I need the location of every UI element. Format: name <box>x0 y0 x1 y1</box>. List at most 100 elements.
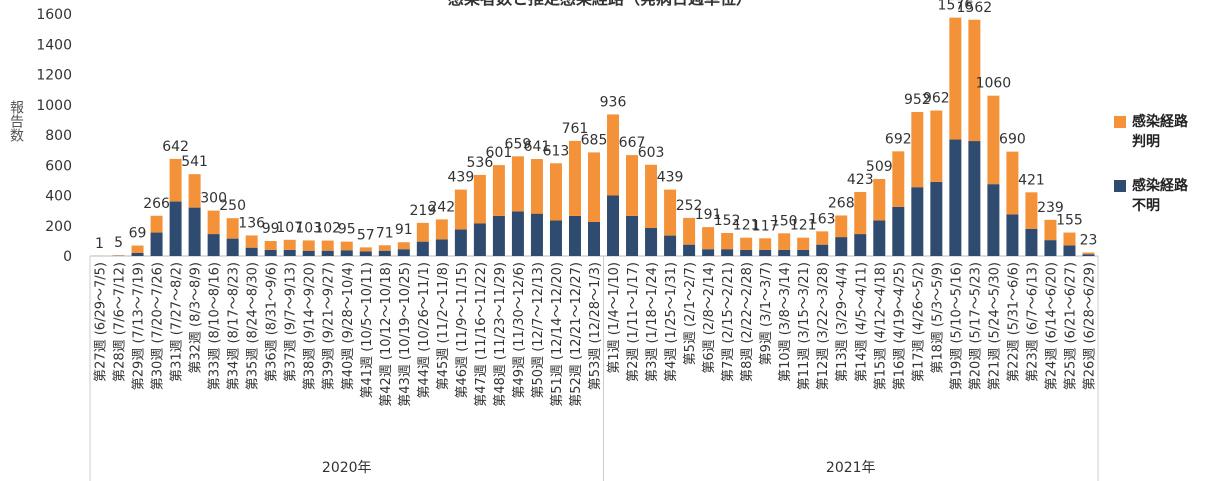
bar-segment <box>207 210 220 235</box>
x-tick-label: 第33週 (8/10～8/16) <box>208 262 223 390</box>
x-tick-label: 第49週 (11/30～12/6) <box>512 262 527 398</box>
bar-segment <box>645 228 658 256</box>
bar-segment <box>302 240 315 251</box>
bar-segment <box>816 231 829 245</box>
x-tick-label: 第14週 (4/5～4/11) <box>854 262 869 382</box>
data-label: 121 <box>733 218 760 234</box>
data-label: 603 <box>638 145 665 161</box>
x-tick-label: 第20週 (5/17～5/23) <box>968 262 983 390</box>
data-label: 685 <box>581 132 608 148</box>
x-tick-label: 第19週 (5/10～5/16) <box>949 262 964 390</box>
x-tick-label: 第47週 (11/16～11/22) <box>474 262 489 407</box>
data-label: 219 <box>409 203 436 219</box>
data-label: 1576 <box>938 0 974 14</box>
bar-segment <box>169 201 182 256</box>
bar-segment <box>549 220 562 256</box>
data-label: 962 <box>923 90 950 106</box>
x-tick-label: 第36週 (8/31～9/6) <box>265 262 280 382</box>
data-label: 23 <box>1080 233 1098 249</box>
bar-segment <box>588 221 600 256</box>
x-tick-label: 第13週 (3/29～4/4) <box>835 262 850 382</box>
bar-segment <box>131 252 144 256</box>
data-label: 1562 <box>957 0 993 16</box>
bar-segment <box>321 250 334 256</box>
bar-segment <box>340 241 353 251</box>
legend-swatch <box>1114 116 1126 128</box>
chart-title: 感染者数と推定感染経路（発病日週単位） <box>448 0 752 8</box>
x-tick-label: 第16週 (4/19～4/25) <box>892 262 907 390</box>
x-tick-label: 第39週 (9/21～9/27) <box>322 262 337 390</box>
bar-segment <box>797 237 810 250</box>
x-tick-label: 第40週 (9/28～10/4) <box>341 262 356 390</box>
x-tick-label: 第25週 (6/21～6/27) <box>1063 262 1078 390</box>
data-label: 71 <box>376 225 394 241</box>
bar-segment <box>454 189 467 230</box>
data-label: 5 <box>114 235 123 251</box>
bar-segment <box>607 114 620 196</box>
x-tick-label: 第3週 (1/18～1/24) <box>645 262 660 382</box>
bar-segment <box>968 19 981 142</box>
data-label: 439 <box>448 170 475 186</box>
y-tick-label: 1400 <box>36 37 72 53</box>
data-label: 152 <box>714 213 741 229</box>
bar-segment <box>245 247 258 256</box>
x-tick-label: 第21週 (5/24～5/30) <box>987 262 1002 390</box>
x-tick-label: 第50週 (12/7～12/13) <box>531 262 546 398</box>
x-tick-label: 第9週 (3/1～3/7) <box>759 262 774 365</box>
x-tick-label: 第2週 (1/11～1/17) <box>626 262 641 382</box>
x-tick-label: 第22週 (5/31～6/6) <box>1006 262 1021 382</box>
bar-segment <box>302 250 315 256</box>
bar-segment <box>1082 252 1095 255</box>
bar-segment <box>911 187 924 256</box>
data-label: 300 <box>200 191 227 207</box>
data-label: 102 <box>314 221 341 237</box>
data-label: 239 <box>1037 200 1064 216</box>
bar-segment <box>1063 245 1076 256</box>
x-tick-label: 第17週 (4/26～5/2) <box>911 262 926 382</box>
data-label: 95 <box>338 222 356 238</box>
bar-segment <box>188 207 201 256</box>
data-label: 107 <box>276 220 303 236</box>
data-label: 163 <box>809 211 836 227</box>
bar-segment <box>873 220 886 256</box>
y-tick-label: 0 <box>63 249 72 265</box>
x-tick-label: 第44週 (10/26～11/1) <box>417 262 432 398</box>
data-label: 601 <box>486 145 513 161</box>
bar-segment <box>588 152 600 222</box>
x-tick-label: 第10週 (3/8～3/14) <box>778 262 793 382</box>
x-tick-label: 第24週 (6/14～6/20) <box>1044 262 1059 390</box>
bar-segment <box>473 223 486 256</box>
data-label: 613 <box>543 143 570 159</box>
bar-segment <box>131 245 144 253</box>
x-tick-label: 第41週 (10/5～10/11) <box>360 262 375 398</box>
bar-segment <box>435 219 448 240</box>
data-label: 761 <box>562 121 589 137</box>
data-label: 690 <box>999 132 1026 148</box>
data-label: 99 <box>262 221 280 237</box>
bar-segment <box>416 222 429 242</box>
bar-segment <box>226 238 239 256</box>
y-tick-label: 200 <box>45 219 72 235</box>
legend-label: 感染経路不明 <box>1132 178 1188 214</box>
bar-segment <box>854 234 867 256</box>
data-label: 1060 <box>976 76 1012 92</box>
bar-segment <box>530 159 543 214</box>
x-tick-label: 第42週 (10/12～10/18) <box>379 262 394 407</box>
x-tick-label: 第52週 (12/21～12/27) <box>569 262 584 407</box>
x-tick-label: 第31週 (7/27～8/2) <box>170 262 185 382</box>
bar-segment <box>207 234 220 256</box>
bar-segment <box>511 211 524 256</box>
data-label: 121 <box>790 218 817 234</box>
x-tick-label: 第32週 (8/3～8/9) <box>189 262 204 374</box>
x-tick-label: 第38週 (9/14～9/20) <box>303 262 318 390</box>
bar-segment <box>721 249 734 256</box>
x-tick-label: 第4週 (1/25～1/31) <box>664 262 679 382</box>
x-tick-label: 第34週 (8/17～8/23) <box>227 262 242 390</box>
bar-segment <box>169 158 182 202</box>
x-tick-label: 第29週 (7/13～7/19) <box>132 262 147 390</box>
x-tick-label: 第46週 (11/9～11/15) <box>455 262 470 398</box>
data-label: 439 <box>657 170 684 186</box>
bar-segment <box>150 215 163 233</box>
data-label: 641 <box>524 139 551 155</box>
bar-segment <box>702 227 715 250</box>
